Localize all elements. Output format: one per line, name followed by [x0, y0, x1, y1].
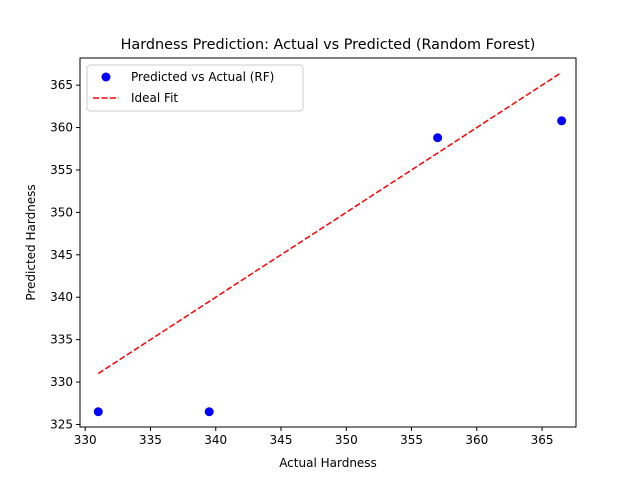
- y-tick-label: 335: [50, 333, 73, 347]
- scatter-point: [433, 133, 443, 143]
- y-tick-label: 345: [50, 248, 73, 262]
- y-tick-label: 340: [50, 290, 73, 304]
- x-tick-label: 360: [465, 433, 488, 447]
- x-tick-label: 345: [270, 433, 293, 447]
- legend: Predicted vs Actual (RF) Ideal Fit: [86, 64, 304, 112]
- x-tick-label: 350: [335, 433, 358, 447]
- x-tick-label: 355: [400, 433, 423, 447]
- x-tick-label: 330: [74, 433, 97, 447]
- legend-marker-scatter: [101, 72, 111, 82]
- y-tick-label: 355: [50, 163, 73, 177]
- legend-label: Ideal Fit: [131, 91, 178, 105]
- chart-title: Hardness Prediction: Actual vs Predicted…: [121, 37, 536, 53]
- x-axis-label: Actual Hardness: [279, 456, 377, 470]
- legend-label: Predicted vs Actual (RF): [131, 70, 274, 84]
- x-tick-label: 335: [139, 433, 162, 447]
- legend-box: [86, 64, 304, 112]
- y-tick-label: 350: [50, 205, 73, 219]
- scatter-point: [93, 407, 103, 417]
- y-tick-label: 365: [50, 78, 73, 92]
- x-tick-label: 365: [531, 433, 554, 447]
- y-axis-label: Predicted Hardness: [24, 184, 38, 300]
- ideal-fit-line: [97, 71, 563, 375]
- scatter-point: [204, 407, 214, 417]
- y-tick-label: 325: [50, 417, 73, 431]
- x-tick-label: 340: [204, 433, 227, 447]
- scatter-point: [557, 116, 567, 126]
- y-tick-label: 330: [50, 375, 73, 389]
- axes-frame: [79, 57, 577, 428]
- y-tick-label: 360: [50, 121, 73, 135]
